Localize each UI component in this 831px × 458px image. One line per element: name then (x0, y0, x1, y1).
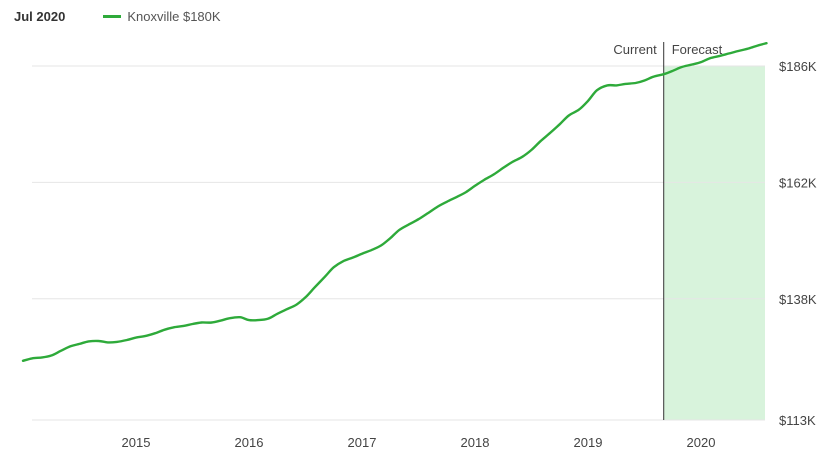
y-tick-label-1: $162K (779, 175, 817, 190)
y-tick-label-3: $113K (779, 413, 816, 428)
x-tick-label-5: 2020 (687, 435, 716, 450)
x-tick-label-1: 2016 (235, 435, 264, 450)
series-line-0 (21, 42, 768, 362)
y-tick-label-0: $186K (779, 59, 817, 74)
x-tick-label-2: 2017 (348, 435, 377, 450)
date-label: Jul 2020 (14, 8, 66, 24)
chart-header: Jul 2020 Knoxville $180K (14, 6, 221, 26)
forecast-label: Forecast (672, 42, 723, 57)
x-tick-label-3: 2018 (461, 435, 490, 450)
forecast-region (663, 66, 765, 420)
legend-line-swatch (103, 14, 122, 18)
x-tick-label-0: 2015 (122, 435, 151, 450)
x-tick-label-4: 2019 (574, 435, 603, 450)
y-tick-label-2: $138K (779, 292, 817, 307)
legend-label: Knoxville $180K (127, 8, 221, 24)
legend[interactable]: Knoxville $180K (103, 8, 221, 24)
current-label: Current (613, 42, 657, 57)
